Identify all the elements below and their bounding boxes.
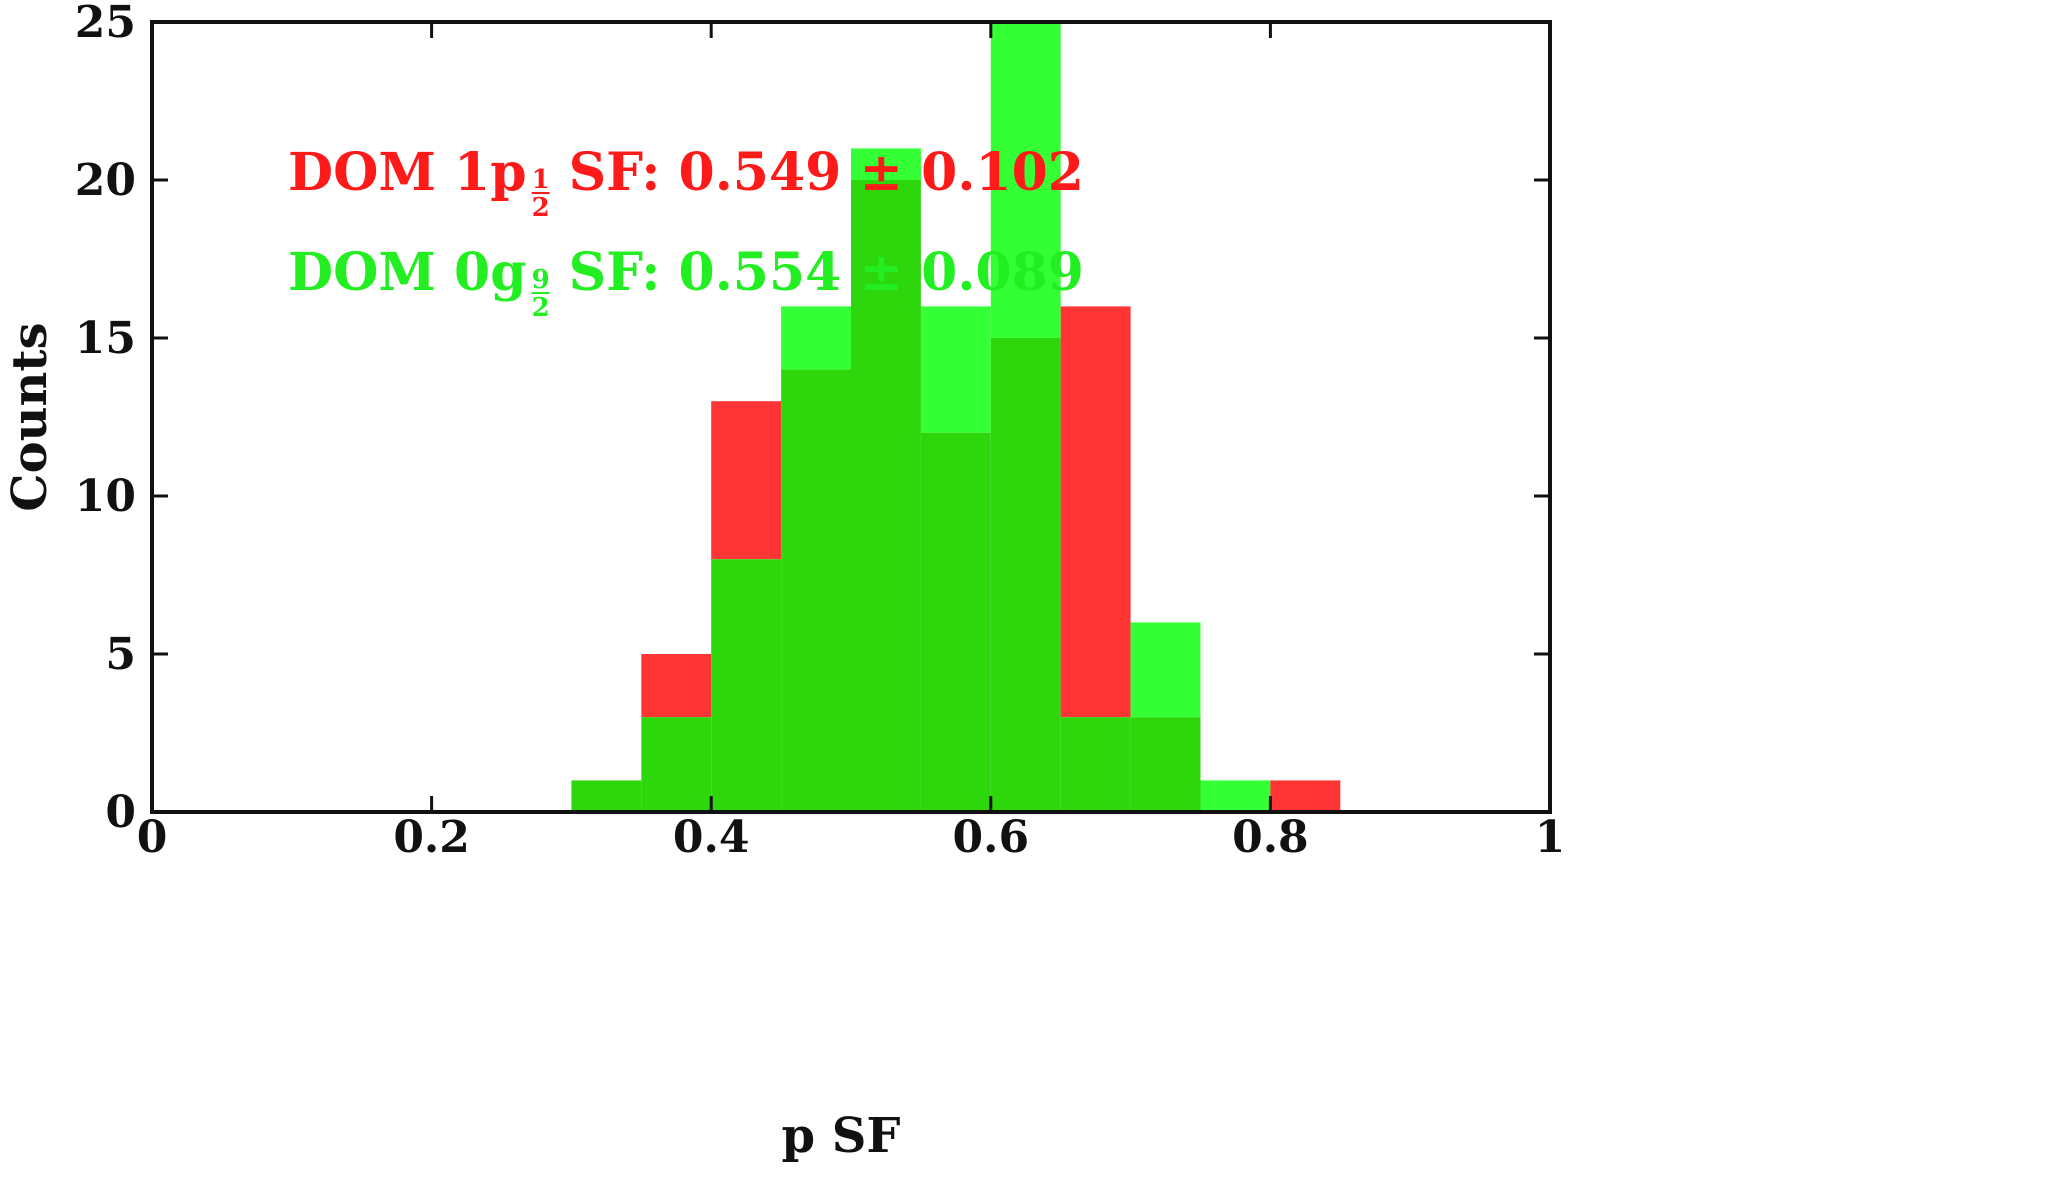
bar-green-8 <box>1130 622 1201 718</box>
annotation-prefix: DOM 0g <box>288 242 527 303</box>
ticks-layer <box>150 20 1552 814</box>
bar-red-1 <box>641 654 712 718</box>
bar-red-10 <box>1270 780 1341 812</box>
annotation-red-series: DOM 1p 1 2 SF: 0.549 ± 0.102 <box>288 142 1084 223</box>
annotation-value: SF: 0.549 ± 0.102 <box>569 142 1084 203</box>
bar-overlap-2 <box>711 559 782 812</box>
annotation-sub-denominator: 2 <box>532 293 550 323</box>
annotation-sub-numerator: 1 <box>532 165 550 195</box>
bar-overlap-4 <box>851 180 921 812</box>
annotation-green-series: DOM 0g 9 2 SF: 0.554 ± 0.089 <box>288 242 1084 323</box>
bar-overlap-6 <box>990 338 1061 812</box>
bar-overlap-8 <box>1130 717 1201 812</box>
annotation-sub-denominator: 2 <box>532 193 550 223</box>
bar-overlap-7 <box>1060 717 1131 812</box>
y-tick-label-3: 15 <box>75 313 136 364</box>
bar-overlap-0 <box>571 780 642 812</box>
y-tick-label-1: 5 <box>105 629 136 680</box>
y-tick-label-5: 25 <box>75 0 136 48</box>
bars-layer <box>571 22 1341 812</box>
annotation-value: SF: 0.554 ± 0.089 <box>569 242 1084 303</box>
bar-red-2 <box>711 401 782 560</box>
annotation-prefix: DOM 1p <box>288 142 527 203</box>
bar-overlap-1 <box>641 717 712 812</box>
x-tick-label-0: 0 <box>137 812 168 863</box>
y-axis-title: Counts <box>2 322 58 511</box>
bar-green-5 <box>920 306 991 433</box>
y-tick-label-4: 20 <box>75 155 136 206</box>
y-tick-label-2: 10 <box>75 471 136 522</box>
x-tick-label-4: 0.8 <box>1232 812 1309 863</box>
x-axis-title: p SF <box>781 1108 900 1164</box>
x-tick-label-2: 0.4 <box>673 812 750 863</box>
bar-green-4 <box>851 148 921 180</box>
bar-green-3 <box>781 306 851 370</box>
bar-red-7 <box>1060 306 1131 718</box>
legend-annotations: DOM 1p 1 2 SF: 0.549 ± 0.102 DOM 0g 9 2 … <box>288 142 1084 323</box>
bar-green-9 <box>1200 780 1271 812</box>
y-tick-label-0: 0 <box>105 787 136 838</box>
bar-green-6 <box>990 22 1061 338</box>
annotation-sub-numerator: 9 <box>532 265 550 295</box>
x-tick-label-3: 0.6 <box>953 812 1030 863</box>
plot-frame <box>150 20 1552 814</box>
x-tick-label-5: 1 <box>1535 812 1566 863</box>
bar-overlap-5 <box>920 432 991 812</box>
bar-overlap-3 <box>781 369 851 812</box>
x-tick-label-1: 0.2 <box>393 812 470 863</box>
